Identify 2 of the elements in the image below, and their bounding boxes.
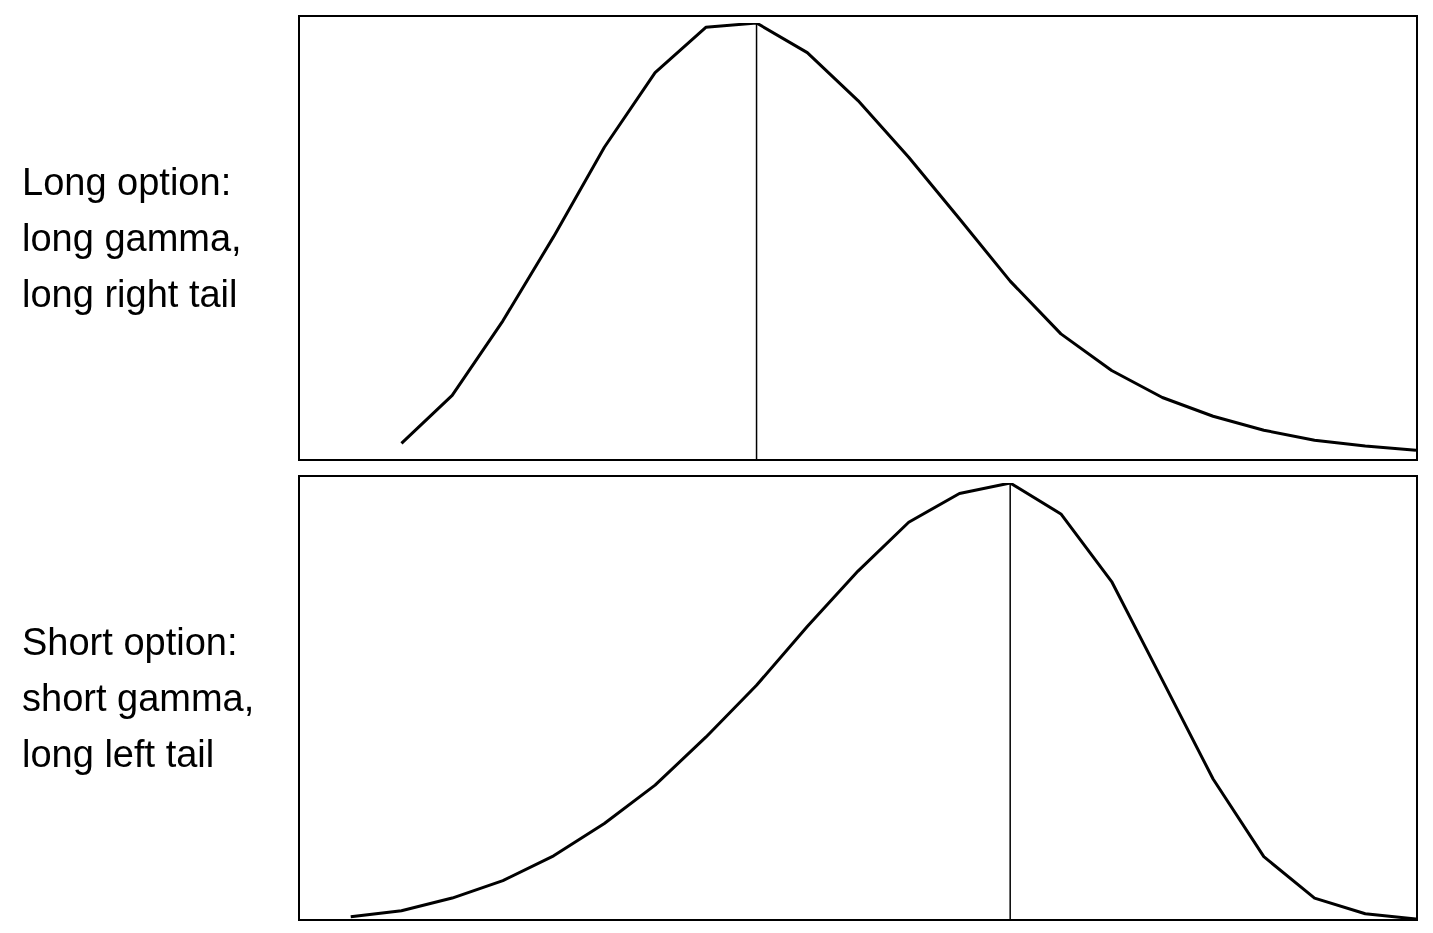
- text: Short option: short gamma, long left tail: [22, 620, 256, 777]
- text: Long option: long gamma, long right tail: [22, 160, 243, 317]
